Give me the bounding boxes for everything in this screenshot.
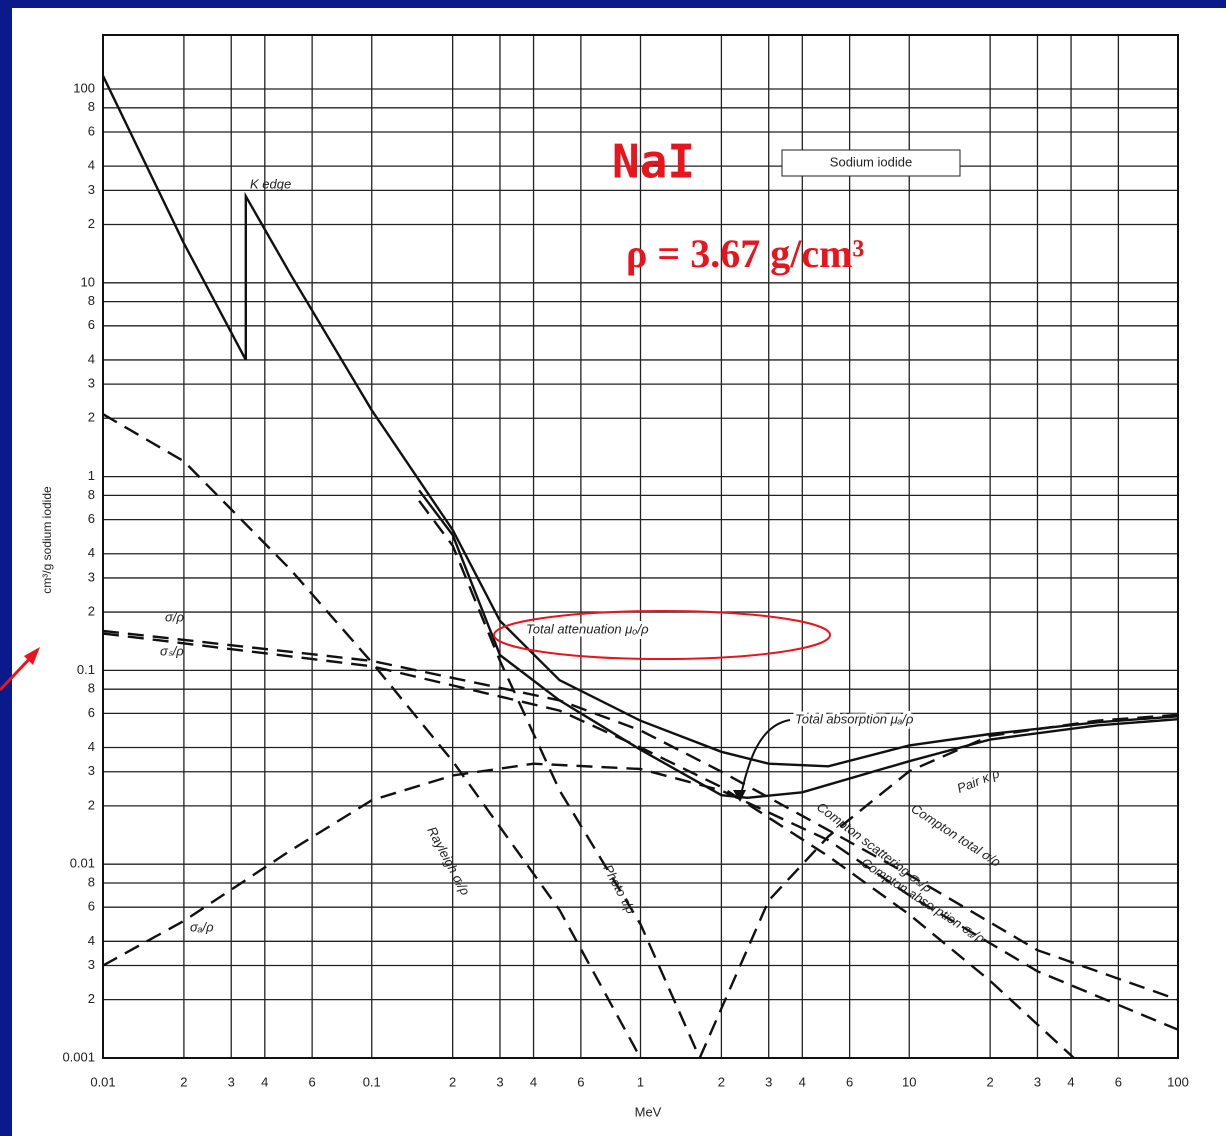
x-tick-label: 3 xyxy=(765,1074,772,1089)
y-tick-label: 8 xyxy=(88,99,95,114)
material: Sodium iodide xyxy=(830,154,912,169)
y-tick-label: 10 xyxy=(81,274,95,289)
y-tick-label: 8 xyxy=(88,293,95,308)
series-line xyxy=(102,632,1075,1059)
y-tick-label: 3 xyxy=(88,763,95,778)
series-label: Total absorption μₐ/ρ xyxy=(795,711,914,726)
y-tick-label: 2 xyxy=(88,604,95,619)
x-tick-label: 2 xyxy=(987,1074,994,1089)
y-tick-label: 6 xyxy=(88,511,95,526)
x-tick-label: 6 xyxy=(577,1074,584,1089)
x-tick-label: 6 xyxy=(309,1074,316,1089)
y-tick-label: 3 xyxy=(88,957,95,972)
x-tick-label: 2 xyxy=(449,1074,456,1089)
series-label: Total attenuation μₒ/ρ xyxy=(526,621,649,636)
y-tick-label: 6 xyxy=(88,705,95,720)
x-tick-label: 10 xyxy=(902,1074,916,1089)
y-tick-label: 100 xyxy=(73,80,95,95)
pointer-arrowhead xyxy=(733,790,746,802)
y-tick-label: 6 xyxy=(88,899,95,914)
panel xyxy=(12,8,1226,1136)
series-line xyxy=(102,413,642,1059)
x-tick-label: 6 xyxy=(1115,1074,1122,1089)
material-box xyxy=(781,149,961,177)
y-tick-label: 4 xyxy=(88,158,95,173)
y-tick-label: 2 xyxy=(88,991,95,1006)
y-tick-label: 4 xyxy=(88,351,95,366)
y-tick-label: 4 xyxy=(88,739,95,754)
red-arrowhead xyxy=(24,647,40,665)
x-tick-label: 4 xyxy=(799,1074,806,1089)
series-line xyxy=(102,762,1179,1031)
x-tick-label: 0.1 xyxy=(363,1074,381,1089)
series-line xyxy=(698,713,1179,1059)
series-line xyxy=(418,500,701,1059)
y-tick-label: 6 xyxy=(88,123,95,138)
y-tick-label: 2 xyxy=(88,410,95,425)
x-tick-label: 0.01 xyxy=(90,1074,115,1089)
x-tick-label: 1 xyxy=(637,1074,644,1089)
sigma-s-label: σₛ/ρ xyxy=(160,643,184,658)
highlight-ellipse xyxy=(493,610,831,660)
x-tick-label: 100 xyxy=(1167,1074,1189,1089)
series-line xyxy=(101,75,1179,768)
pointer-arrow xyxy=(739,719,791,801)
x-tick-label: 4 xyxy=(530,1074,537,1089)
x-tick-label: 3 xyxy=(228,1074,235,1089)
y-tick-label: 1 xyxy=(88,468,95,483)
y-tick-label: 0.01 xyxy=(70,856,95,871)
y-tick-label: 0.1 xyxy=(77,662,95,677)
series-line xyxy=(102,629,1179,1001)
x-tick-label: 6 xyxy=(846,1074,853,1089)
y-axis-label: cm³/g sodium iodide xyxy=(40,486,54,594)
curves xyxy=(101,75,1179,1059)
x-tick-label: 4 xyxy=(1067,1074,1074,1089)
chart-title: NaI xyxy=(612,135,695,189)
sigma-label: σ/ρ xyxy=(165,609,184,624)
x-tick-label: 3 xyxy=(496,1074,503,1089)
y-tick-label: 3 xyxy=(88,569,95,584)
x-axis-label: MeV xyxy=(635,1104,662,1119)
x-tick-label: 3 xyxy=(1034,1074,1041,1089)
x-tick-label: 4 xyxy=(261,1074,268,1089)
x-tick-label: 2 xyxy=(180,1074,187,1089)
y-tick-label: 0.001 xyxy=(62,1049,95,1064)
y-tick-label: 3 xyxy=(88,182,95,197)
x-tick-label: 2 xyxy=(718,1074,725,1089)
subtitle: ρ = 3.67 g/cm³ xyxy=(626,231,864,276)
y-tick-label: 8 xyxy=(88,874,95,889)
y-tick-label: 2 xyxy=(88,216,95,231)
y-tick-label: 4 xyxy=(88,545,95,560)
sigma-a-label: σₐ/ρ xyxy=(190,919,214,934)
k-edge-label: K edge xyxy=(250,176,291,191)
y-tick-label: 4 xyxy=(88,933,95,948)
y-tick-label: 3 xyxy=(88,376,95,391)
plot-frame xyxy=(102,34,1179,1059)
y-tick-label: 6 xyxy=(88,317,95,332)
y-tick-label: 8 xyxy=(88,681,95,696)
y-tick-label: 2 xyxy=(88,797,95,812)
y-tick-label: 8 xyxy=(88,487,95,502)
